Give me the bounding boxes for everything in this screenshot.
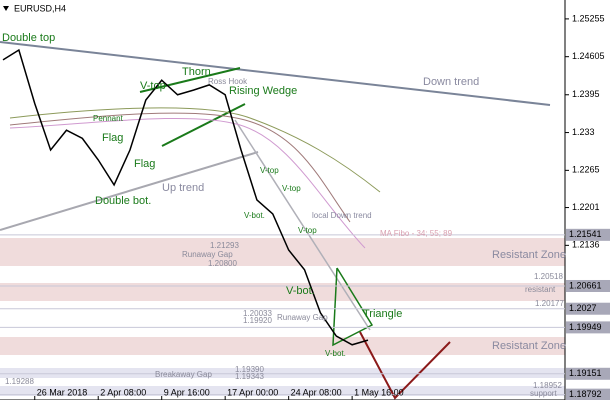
annotation: Pennant [93,114,124,123]
price-line [2,48,369,346]
annotation: Resistant Zone [492,249,566,261]
title-arrow [3,6,9,11]
gap-band [0,368,565,378]
annotation: V-top [260,166,279,175]
annotation: support [530,389,557,398]
projection [359,331,451,400]
annotation: Triangle [363,308,402,320]
level-box [566,321,610,334]
level-box [566,228,610,241]
annotation: local Down trend [312,211,372,220]
annotation: Down trend [423,76,479,88]
y-tick-label: 1.2395 [572,89,600,99]
y-tick-label: 1.25255 [572,13,605,23]
y-tick-label: 1.24605 [572,51,605,61]
x-tick-label: 26 Mar 2018 [37,387,88,397]
annotation: 1.21293 [210,241,239,250]
drawings [0,41,551,400]
annotation: resistant [525,285,556,294]
level-label: 1.18792 [569,389,602,399]
annotation: 1.19390 [235,365,264,374]
annotation: V-bot. [286,285,315,297]
level-label: 1.19151 [569,368,602,378]
y-tick-label: 1.2265 [572,165,600,175]
annotation: V-top [282,184,301,193]
down-trend-line [0,41,551,106]
annotation: Flag [102,132,123,144]
up-trend-line [0,151,259,231]
annotation: 1.20800 [208,259,237,268]
level-box [566,302,610,315]
plot-area [0,0,565,400]
resistant-zone [0,238,565,266]
annotation: Runaway Gap [277,313,328,322]
chart-title: EURUSD,H4 [14,3,66,13]
annotation: Breakaway Gap [155,370,212,379]
y-tick-label: 1.2201 [572,202,600,212]
annotation: Up trend [162,182,204,194]
x-tick-label: 24 Apr 08:00 [291,387,342,397]
level-box [566,367,610,380]
x-tick-label: 2 Apr 08:00 [100,387,146,397]
ma-34 [9,117,366,249]
annotation: Flag [134,158,155,170]
annotation: Double bot. [95,195,151,207]
annotation: MA Fibo - 34; 55; 89 [380,229,453,238]
level-label: 1.21541 [569,229,602,239]
zones [0,238,565,396]
ma-89 [9,107,381,193]
x-tick-label: 17 Apr 00:00 [227,387,278,397]
annotation: V-top [298,226,317,235]
ma-55 [9,112,351,223]
local-down-trend [234,119,371,331]
wedge-bottom [161,103,246,147]
support-band [0,386,565,396]
annotation: Ross Hook [208,77,248,86]
x-tick-label: 1 May 16:00 [354,387,404,397]
annotation: Resistant Zone [492,340,566,352]
annotation: Double top [2,32,55,44]
annotation: V-bot. [244,211,265,220]
wedge-top [139,67,241,93]
y-tick-label: 1.2136 [572,240,600,250]
annotation: Runaway Gap [182,250,233,259]
x-tick-label: 9 Apr 16:00 [164,387,210,397]
level-box [566,279,610,292]
annotation: Thorn [182,66,211,78]
y-tick-label: 1.233 [572,127,595,137]
triangle [332,267,374,347]
annotation: V-top [140,80,166,92]
resistant-band [0,283,565,301]
level-label: 1.2027 [569,303,597,313]
level-box [566,388,610,400]
annotation: 1.20518 [534,272,563,281]
annotation: 1.20033 [243,309,272,318]
resistant-zone [0,337,565,355]
annotation: 1.19920 [243,316,272,325]
level-label: 1.19949 [569,322,602,332]
annotation: V-bot. [325,349,346,358]
annotation: Rising Wedge [229,85,297,97]
annotation: 1.19288 [5,377,34,386]
annotation: 1.18952 [533,381,562,390]
level-label: 1.20661 [569,280,602,290]
annotation: 1.20177 [535,299,564,308]
annotation: 1.19343 [235,372,264,381]
